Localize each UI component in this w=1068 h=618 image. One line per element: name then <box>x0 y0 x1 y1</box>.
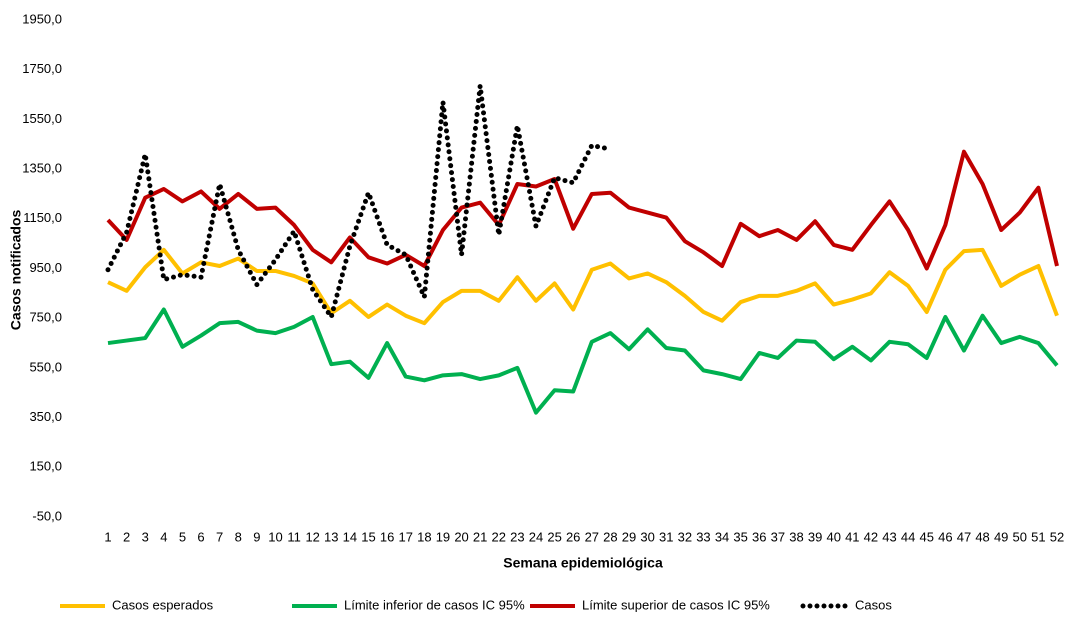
x-tick-label: 7 <box>216 529 223 544</box>
x-tick-label: 4 <box>160 529 167 544</box>
x-tick-label: 16 <box>380 529 394 544</box>
x-tick-label: 47 <box>957 529 971 544</box>
y-tick-label: 1950,0 <box>22 11 62 26</box>
x-tick-label: 26 <box>566 529 580 544</box>
x-tick-label: 28 <box>603 529 617 544</box>
x-tick-label: 18 <box>417 529 431 544</box>
x-tick-label: 37 <box>771 529 785 544</box>
x-tick-label: 35 <box>733 529 747 544</box>
x-tick-label: 20 <box>454 529 468 544</box>
x-tick-label: 50 <box>1013 529 1027 544</box>
y-tick-label: 150,0 <box>29 459 62 474</box>
series-line <box>107 247 1059 326</box>
x-tick-label: 14 <box>343 529 357 544</box>
x-tick-label: 43 <box>882 529 896 544</box>
x-tick-label: 40 <box>826 529 840 544</box>
y-tick-label: -50,0 <box>32 508 62 523</box>
x-tick-label: 23 <box>510 529 524 544</box>
x-tick-label: 31 <box>659 529 673 544</box>
y-tick-label: 750,0 <box>29 310 62 325</box>
legend-label: Límite superior de casos IC 95% <box>582 597 770 612</box>
legend-label: Límite inferior de casos IC 95% <box>344 597 525 612</box>
x-tick-label: 46 <box>938 529 952 544</box>
x-tick-label: 17 <box>398 529 412 544</box>
x-tick-label: 29 <box>622 529 636 544</box>
x-tick-label: 3 <box>142 529 149 544</box>
y-tick-label: 1350,0 <box>22 161 62 176</box>
y-tick-label: 350,0 <box>29 409 62 424</box>
x-tick-label: 22 <box>492 529 506 544</box>
x-tick-label: 52 <box>1050 529 1064 544</box>
y-tick-label: 1750,0 <box>22 61 62 76</box>
x-tick-label: 44 <box>901 529 915 544</box>
x-tick-label: 49 <box>994 529 1008 544</box>
y-tick-label: 1150,0 <box>23 210 62 225</box>
x-tick-label: 2 <box>123 529 130 544</box>
x-tick-label: 12 <box>305 529 319 544</box>
series-line <box>105 85 613 323</box>
series-line <box>107 307 1059 415</box>
x-tick-label: 39 <box>808 529 822 544</box>
x-tick-label: 13 <box>324 529 338 544</box>
x-tick-label: 5 <box>179 529 186 544</box>
x-tick-label: 10 <box>268 529 282 544</box>
x-tick-label: 11 <box>287 529 301 544</box>
x-tick-label: 36 <box>752 529 766 544</box>
x-tick-label: 41 <box>845 529 859 544</box>
x-tick-label: 34 <box>715 529 729 544</box>
x-tick-label: 25 <box>547 529 561 544</box>
x-tick-label: 6 <box>197 529 204 544</box>
y-tick-label: 1550,0 <box>22 111 62 126</box>
x-tick-label: 9 <box>253 529 260 544</box>
x-tick-label: 24 <box>529 529 543 544</box>
x-tick-label: 32 <box>678 529 692 544</box>
y-tick-label: 950,0 <box>29 260 62 275</box>
x-tick-label: 45 <box>920 529 934 544</box>
x-tick-label: 21 <box>473 529 487 544</box>
y-tick-label: 550,0 <box>29 359 62 374</box>
x-axis-title: Semana epidemiológica <box>503 555 663 571</box>
x-tick-label: 51 <box>1031 529 1045 544</box>
x-tick-label: 8 <box>235 529 242 544</box>
x-tick-label: 15 <box>361 529 375 544</box>
x-tick-label: 33 <box>696 529 710 544</box>
series-line <box>106 149 1059 271</box>
x-tick-label: 19 <box>436 529 450 544</box>
x-tick-label: 48 <box>975 529 989 544</box>
x-tick-label: 38 <box>789 529 803 544</box>
legend-label: Casos esperados <box>112 597 214 612</box>
x-tick-label: 27 <box>585 529 599 544</box>
y-axis-title: Casos notificados <box>8 210 24 331</box>
legend-label: Casos <box>855 597 892 612</box>
x-tick-label: 1 <box>104 529 111 544</box>
x-tick-label: 30 <box>640 529 654 544</box>
x-tick-label: 42 <box>864 529 878 544</box>
